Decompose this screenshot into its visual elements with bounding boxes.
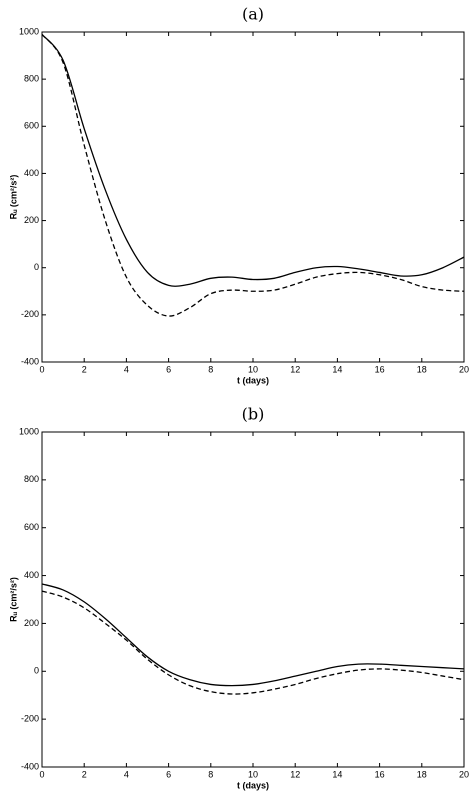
y-tick-label: 1000 xyxy=(19,26,39,36)
x-tick-label: 8 xyxy=(208,769,213,779)
data-line xyxy=(41,33,465,287)
y-tick-label: 400 xyxy=(24,570,39,580)
y-tick-label: 0 xyxy=(34,262,39,272)
y-tick-label: -400 xyxy=(21,356,39,366)
x-tick-label: 4 xyxy=(124,769,129,779)
x-tick-label: 20 xyxy=(459,769,469,779)
x-tick-label: 4 xyxy=(124,364,129,374)
y-tick-label: 800 xyxy=(24,474,39,484)
x-tick-label: 12 xyxy=(290,364,300,374)
x-tick-label: 18 xyxy=(417,769,427,779)
x-tick-label: 10 xyxy=(248,769,258,779)
x-tick-label: 16 xyxy=(375,769,385,779)
x-tick-label: 20 xyxy=(459,364,469,374)
y-tick-label: 200 xyxy=(24,215,39,225)
y-tick-label: -400 xyxy=(21,761,39,771)
panel-title: (b) xyxy=(242,405,265,424)
x-tick-label: 2 xyxy=(82,364,87,374)
y-axis-label: Rᵤ (cm²/s²) xyxy=(8,175,18,220)
y-tick-label: -200 xyxy=(21,714,39,724)
panel-title: (a) xyxy=(242,5,264,24)
x-tick-label: 18 xyxy=(417,364,427,374)
x-tick-label: 0 xyxy=(39,364,44,374)
data-line xyxy=(41,33,465,317)
y-tick-label: 400 xyxy=(24,168,39,178)
x-tick-label: 10 xyxy=(248,364,258,374)
y-axis-label: Rᵤ (cm²/s²) xyxy=(8,577,18,622)
plot-frame xyxy=(41,31,465,363)
y-tick-label: 200 xyxy=(24,618,39,628)
y-tick-label: 0 xyxy=(34,666,39,676)
x-tick-label: 6 xyxy=(166,769,171,779)
x-tick-label: 12 xyxy=(290,769,300,779)
y-tick-label: 600 xyxy=(24,121,39,131)
data-line xyxy=(41,583,465,687)
data-line xyxy=(41,590,465,695)
y-tick-label: 600 xyxy=(24,522,39,532)
y-tick-label: 800 xyxy=(24,74,39,84)
x-tick-label: 14 xyxy=(332,364,342,374)
y-tick-label: 1000 xyxy=(19,426,39,436)
x-tick-label: 0 xyxy=(39,769,44,779)
x-tick-label: 16 xyxy=(375,364,385,374)
x-axis-label: t (days) xyxy=(237,375,269,385)
plot-frame xyxy=(41,431,465,768)
x-tick-label: 6 xyxy=(166,364,171,374)
x-tick-label: 8 xyxy=(208,364,213,374)
x-tick-label: 14 xyxy=(332,769,342,779)
y-tick-label: -200 xyxy=(21,309,39,319)
x-tick-label: 2 xyxy=(82,769,87,779)
x-axis-label: t (days) xyxy=(237,780,269,790)
